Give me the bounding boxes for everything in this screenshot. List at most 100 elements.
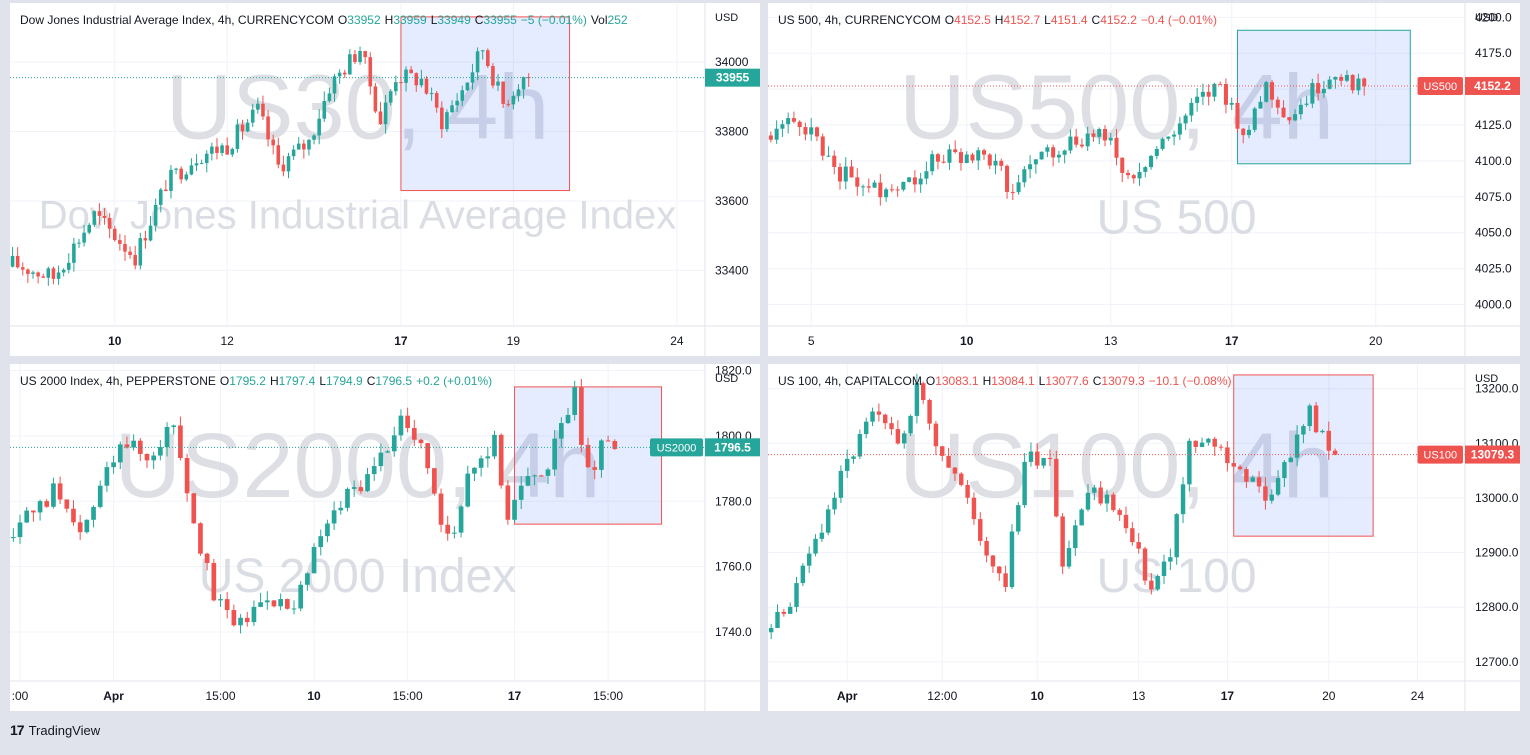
price-badge xyxy=(705,68,760,87)
candle xyxy=(1003,565,1008,592)
candle xyxy=(1168,548,1173,571)
candle xyxy=(912,170,917,193)
candle xyxy=(327,87,332,103)
candle xyxy=(538,474,544,477)
candle xyxy=(813,534,818,557)
x-tick-label: 13 xyxy=(1132,689,1146,703)
candle xyxy=(914,373,920,424)
selection-rectangle[interactable] xyxy=(1233,374,1374,537)
candle xyxy=(1154,145,1159,160)
candle xyxy=(572,380,578,421)
candle xyxy=(31,270,35,279)
selection-rectangle[interactable] xyxy=(400,16,571,192)
candle xyxy=(1244,467,1249,489)
y-tick-label: 13200.0 xyxy=(1475,382,1519,396)
candle xyxy=(958,148,963,171)
candle xyxy=(526,73,531,87)
candle xyxy=(138,232,143,270)
candle xyxy=(532,474,537,486)
candle xyxy=(179,166,183,184)
candle xyxy=(1114,128,1119,166)
chart-pane-us30[interactable]: US30, 4h Dow Jones Industrial Average Ind… xyxy=(10,3,760,356)
candle xyxy=(158,439,163,461)
candle xyxy=(997,566,1002,581)
candle xyxy=(1117,508,1122,521)
candle xyxy=(204,150,209,173)
candle xyxy=(184,171,189,182)
candle xyxy=(918,172,923,193)
candle xyxy=(220,143,224,156)
candle xyxy=(26,268,30,283)
candle xyxy=(1045,144,1050,158)
legend-high: H33959 xyxy=(385,13,427,27)
candle xyxy=(1104,489,1110,512)
candle xyxy=(908,414,913,437)
candle xyxy=(460,85,465,107)
y-tick-label: 13000.0 xyxy=(1475,491,1519,505)
candle xyxy=(1033,159,1038,174)
x-tick-label: 15:00 xyxy=(593,689,623,703)
candle xyxy=(131,434,136,451)
candle xyxy=(405,407,410,433)
candle xyxy=(373,82,378,114)
y-tick-label: 4175.0 xyxy=(1475,46,1512,60)
chart-pane-us2000[interactable]: US2000, 4h US 2000 Index USD 1820.0 1800.0 17… xyxy=(10,364,760,711)
candle xyxy=(250,103,255,128)
candle xyxy=(786,112,791,134)
candle xyxy=(1131,173,1136,184)
candle xyxy=(82,225,86,247)
candle xyxy=(791,111,796,124)
grid xyxy=(10,364,705,681)
currency-label: USD xyxy=(715,12,738,24)
candle xyxy=(768,623,774,640)
candle xyxy=(57,476,63,505)
candle xyxy=(84,519,90,534)
candle xyxy=(44,499,50,508)
candle xyxy=(579,378,584,453)
candle xyxy=(1161,554,1167,584)
candle xyxy=(1298,98,1303,120)
price-badge-value: 13079.3 xyxy=(1471,448,1515,462)
candle xyxy=(1263,477,1268,510)
candle xyxy=(825,504,831,536)
x-tick-label: 17 xyxy=(508,689,522,703)
candle xyxy=(124,436,130,449)
candle xyxy=(1091,129,1096,142)
legend-close-value: 1796.5 xyxy=(375,374,413,388)
candle xyxy=(1079,138,1084,149)
candle xyxy=(385,450,390,453)
candle xyxy=(332,73,337,102)
candle xyxy=(1016,174,1021,195)
candle xyxy=(780,119,785,137)
x-tick-label: 12 xyxy=(221,334,235,348)
legend-high-label: H xyxy=(269,374,279,388)
candle xyxy=(1041,457,1046,469)
chart-svg-us30[interactable]: US30, 4h Dow Jones Industrial Average Ind… xyxy=(10,3,760,356)
legend-close-value: 4152.2 xyxy=(1100,13,1137,27)
chart-pane-us100[interactable]: US100, 4h US 100 USD 13200.0 13100.0 13000.0 1… xyxy=(768,364,1520,711)
candle xyxy=(884,187,889,202)
y-tick-label: 4000.0 xyxy=(1475,297,1512,311)
candle xyxy=(889,416,894,436)
candle xyxy=(204,552,210,571)
candle xyxy=(921,381,926,405)
legend-us2000: US 2000 Index, 4h, PEPPERSTONE O1795.2 H17… xyxy=(20,374,496,388)
candle xyxy=(111,455,116,474)
candle xyxy=(1264,80,1269,103)
candle xyxy=(1160,137,1165,151)
candle xyxy=(1339,74,1344,86)
legend-low-label: L xyxy=(1044,13,1051,27)
legend-low: L13077.6 xyxy=(1039,374,1089,388)
price-badge xyxy=(1465,76,1520,95)
candle xyxy=(178,416,183,461)
legend-high-label: H xyxy=(982,374,992,388)
candle xyxy=(107,213,112,239)
legend-open: O13083.1 xyxy=(926,374,979,388)
candle xyxy=(11,528,16,542)
candle xyxy=(837,163,843,190)
candle xyxy=(266,110,270,147)
